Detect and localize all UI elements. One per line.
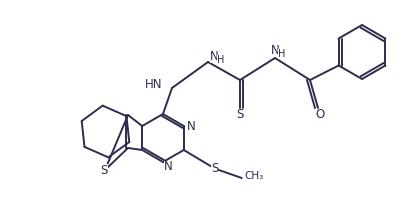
Text: H: H xyxy=(217,55,225,65)
Text: S: S xyxy=(100,163,108,177)
Text: N: N xyxy=(186,120,195,132)
Text: S: S xyxy=(236,109,244,121)
Text: CH₃: CH₃ xyxy=(244,171,264,181)
Text: N: N xyxy=(271,43,279,57)
Text: H: H xyxy=(278,49,286,59)
Text: HN: HN xyxy=(145,78,162,90)
Text: N: N xyxy=(210,50,219,62)
Text: N: N xyxy=(164,161,172,173)
Text: S: S xyxy=(211,162,218,176)
Text: O: O xyxy=(316,109,325,121)
